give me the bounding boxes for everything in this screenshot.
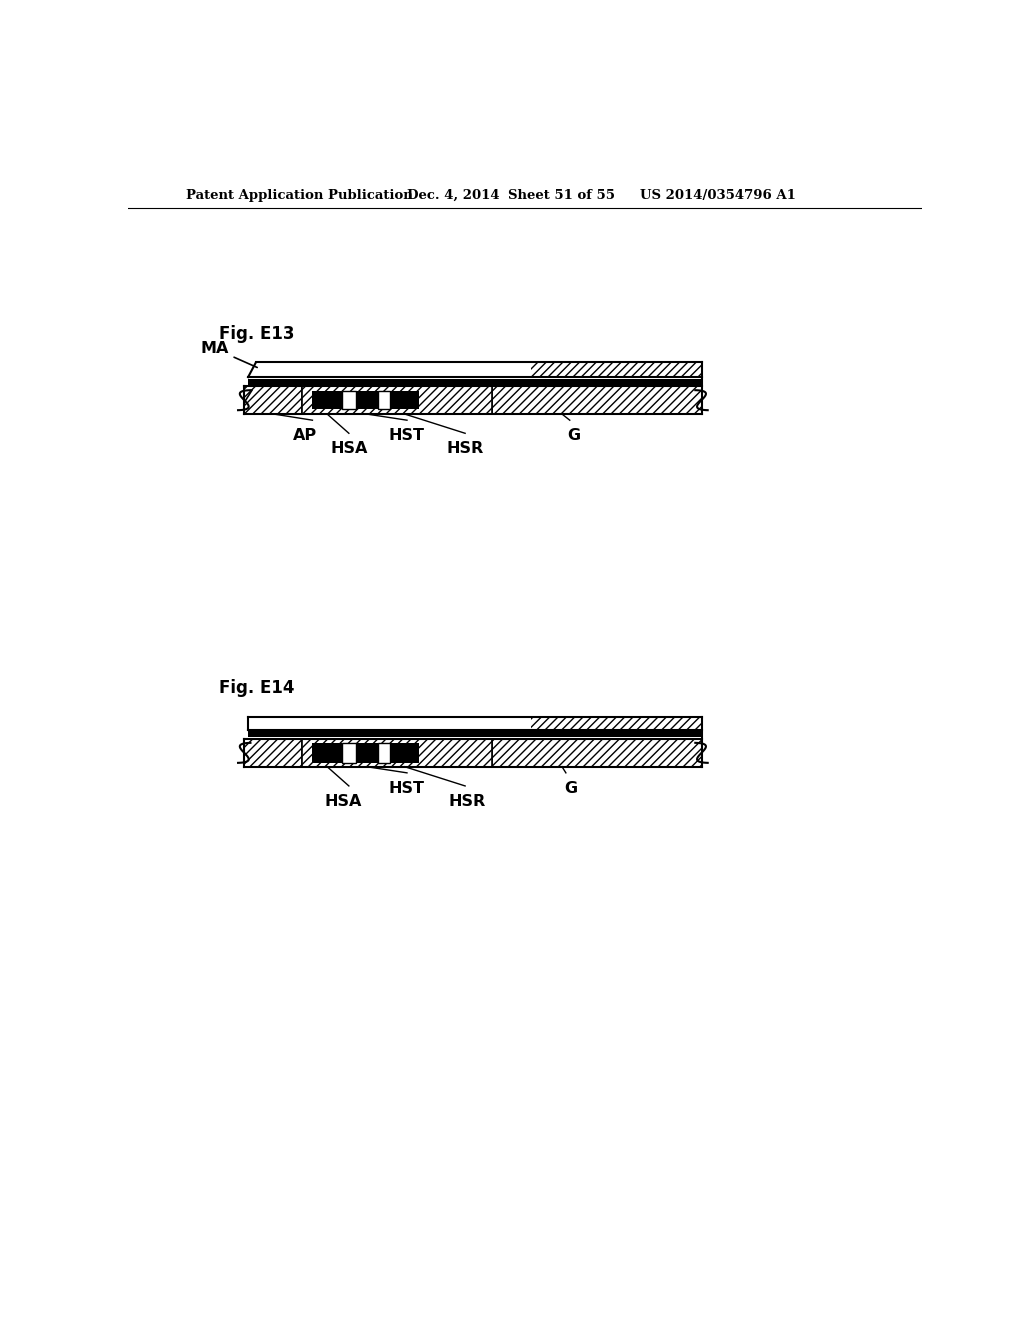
Bar (378, 743, 390, 763)
Text: HSA: HSA (325, 793, 362, 809)
Bar (493, 387, 701, 414)
Text: HSR: HSR (449, 793, 486, 809)
Bar (531, 717, 701, 730)
Text: HST: HST (389, 780, 425, 796)
Text: AP: AP (293, 428, 316, 444)
Text: G: G (565, 780, 578, 796)
Bar (493, 739, 701, 767)
Bar (390, 391, 420, 409)
Bar (302, 387, 493, 414)
Text: MA: MA (201, 341, 257, 367)
Bar (245, 387, 302, 414)
Text: HSA: HSA (330, 441, 368, 455)
Text: G: G (567, 428, 581, 444)
Text: Fig. E14: Fig. E14 (219, 680, 295, 697)
Text: Dec. 4, 2014: Dec. 4, 2014 (407, 189, 500, 202)
Bar (245, 739, 302, 767)
Text: HST: HST (389, 428, 425, 444)
Bar (302, 387, 493, 414)
Bar (531, 363, 701, 378)
Bar (248, 379, 701, 385)
Bar (248, 717, 531, 730)
Bar (493, 387, 701, 414)
Bar (356, 391, 378, 409)
Bar (378, 391, 390, 409)
Bar (302, 739, 493, 767)
Bar (256, 363, 531, 378)
Bar (302, 739, 493, 767)
Bar (342, 391, 356, 409)
Bar (312, 391, 342, 409)
Text: HSR: HSR (446, 441, 483, 455)
Bar (245, 739, 302, 767)
Bar (531, 363, 701, 378)
Bar (312, 743, 342, 763)
Bar (493, 739, 701, 767)
Text: Sheet 51 of 55: Sheet 51 of 55 (508, 189, 614, 202)
Bar (390, 743, 420, 763)
Bar (248, 731, 701, 738)
Text: Fig. E13: Fig. E13 (219, 325, 295, 343)
Text: US 2014/0354796 A1: US 2014/0354796 A1 (640, 189, 796, 202)
Bar (531, 717, 701, 730)
Bar (342, 743, 356, 763)
Bar (356, 743, 378, 763)
Text: Patent Application Publication: Patent Application Publication (186, 189, 413, 202)
Bar (245, 387, 302, 414)
